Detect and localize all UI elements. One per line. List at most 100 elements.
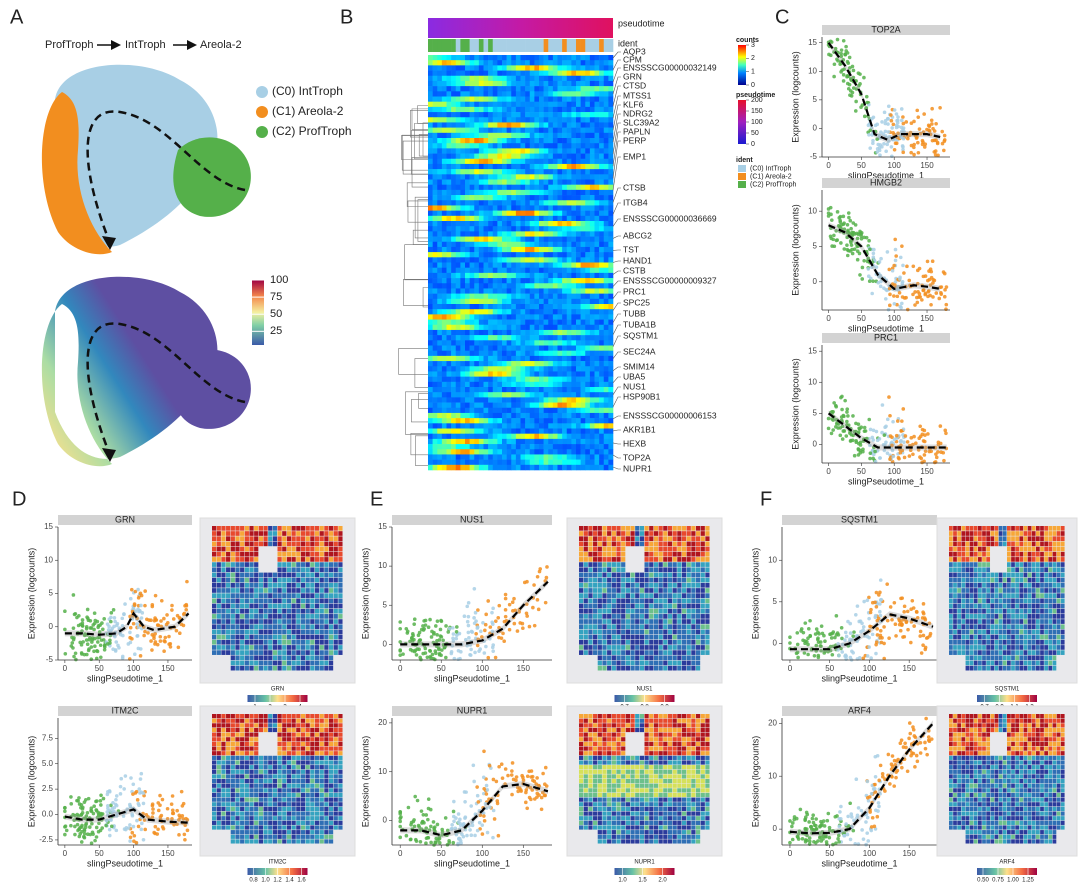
- spot: [226, 598, 231, 604]
- x-tick-label: 0: [826, 467, 831, 476]
- heatmap-cell: [492, 298, 498, 305]
- cell-point: [900, 118, 904, 123]
- heatmap-cell: [580, 267, 586, 274]
- heatmap-cell: [428, 397, 433, 403]
- heatmap-cell: [465, 226, 470, 232]
- cell-point: [890, 435, 894, 440]
- cell-point: [929, 302, 933, 307]
- spot: [338, 546, 343, 552]
- heatmap-cell: [492, 122, 498, 128]
- heatmap-cell: [432, 174, 438, 180]
- heatmap-cell: [455, 91, 461, 97]
- heatmap-cell: [428, 376, 433, 383]
- spot: [296, 608, 301, 614]
- cell-point: [883, 129, 888, 134]
- heatmap-cell: [566, 96, 572, 102]
- spot: [286, 536, 292, 542]
- cell-point: [108, 638, 112, 643]
- heatmap-cell: [525, 221, 531, 227]
- heatmap-cell: [525, 314, 531, 320]
- heatmap-cell: [539, 122, 544, 128]
- heatmap-cell: [460, 189, 466, 196]
- heatmap-cell: [552, 184, 558, 191]
- heatmap-cell: [599, 329, 605, 336]
- heatmap-cell: [492, 350, 498, 357]
- cell-point: [839, 223, 844, 227]
- heatmap-cell: [557, 392, 563, 398]
- heatmap-cell: [580, 226, 586, 232]
- heatmap-cell: [585, 163, 591, 170]
- heatmap-cell: [465, 376, 470, 383]
- spot: [235, 577, 240, 583]
- heatmap-cell: [497, 449, 503, 455]
- heatmap-cell: [506, 117, 512, 123]
- spot: [333, 603, 338, 609]
- spot: [216, 624, 221, 630]
- heatmap-cell: [515, 304, 521, 310]
- heatmap-cell: [428, 459, 433, 466]
- cell-point: [167, 634, 171, 639]
- cell-point: [845, 230, 850, 235]
- spot: [296, 598, 301, 604]
- heatmap-cell: [594, 423, 600, 429]
- heatmap-cell: [589, 153, 595, 160]
- cell-point: [894, 112, 899, 116]
- gene-label: CTSD: [623, 80, 646, 90]
- heatmap-cell: [437, 80, 443, 87]
- ident-cell: [441, 39, 447, 52]
- heatmap-cell: [497, 189, 503, 196]
- heatmap-cell: [599, 345, 605, 351]
- heatmap-cell: [469, 418, 475, 424]
- heatmap-cell: [478, 200, 484, 206]
- heatmap-cell: [437, 459, 443, 466]
- heatmap-cell: [446, 153, 452, 160]
- heatmap-cell: [571, 433, 577, 440]
- heatmap-cell: [552, 355, 558, 362]
- cell-point: [838, 214, 843, 219]
- cell-point: [872, 247, 876, 252]
- heatmap-cell: [552, 148, 558, 154]
- heatmap-cell: [589, 205, 595, 211]
- gene-connector: [612, 156, 621, 191]
- spot: [328, 593, 334, 598]
- heatmap-cell: [543, 65, 549, 71]
- heatmap-cell: [506, 122, 512, 128]
- cell-point: [845, 243, 849, 247]
- heatmap-cell: [548, 80, 554, 87]
- heatmap-cell: [529, 329, 535, 336]
- cell-point: [892, 147, 897, 152]
- spot: [286, 567, 292, 573]
- spot: [328, 614, 334, 619]
- cell-point: [841, 73, 846, 77]
- heatmap-cell: [460, 262, 466, 268]
- cell-point: [115, 621, 120, 626]
- spot: [277, 526, 282, 531]
- spot: [300, 582, 306, 588]
- lineage-step: ProfTroph: [45, 39, 94, 51]
- heatmap-cell: [529, 272, 535, 279]
- heatmap-cell: [608, 143, 614, 149]
- heatmap-cell: [539, 387, 544, 393]
- spot: [263, 526, 268, 531]
- heatmap-cell: [488, 345, 494, 351]
- gene-label: EMP1: [623, 151, 646, 161]
- heatmap-cell: [608, 252, 614, 258]
- heatmap-cell: [469, 174, 475, 180]
- legend-tick-label: 50: [751, 130, 759, 137]
- heatmap-cell: [455, 96, 461, 102]
- heatmap-cell: [571, 454, 577, 460]
- heatmap-cell: [566, 80, 572, 87]
- cell-point: [922, 145, 927, 149]
- cell-point: [868, 146, 873, 150]
- heatmap-cell: [515, 55, 521, 61]
- heatmap-cell: [465, 293, 470, 300]
- heatmap-cell: [465, 101, 470, 108]
- spot: [230, 598, 235, 604]
- heatmap-cell: [488, 428, 494, 434]
- spot: [333, 608, 338, 614]
- heatmap-cell: [603, 86, 609, 92]
- spot: [333, 541, 338, 547]
- heatmap-cell: [608, 350, 614, 357]
- heatmap-cell: [603, 205, 609, 211]
- heatmap-cell: [529, 257, 535, 263]
